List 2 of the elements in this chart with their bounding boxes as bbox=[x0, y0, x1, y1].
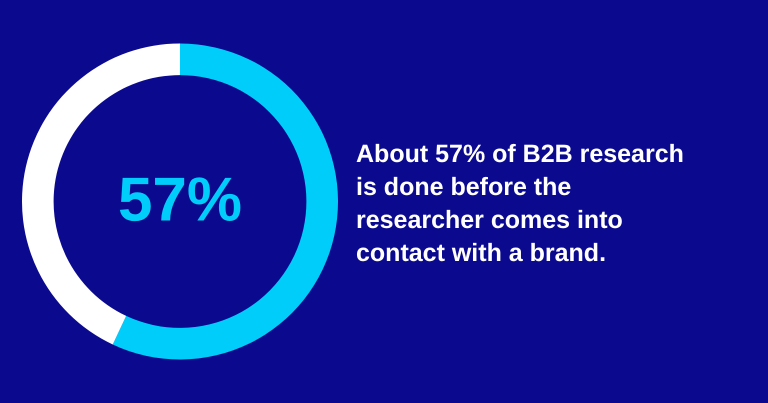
data-label: 57% bbox=[118, 166, 242, 235]
text: About 57% of B2B research is done before the researcher comes into contact with a brand. bbox=[356, 139, 685, 269]
